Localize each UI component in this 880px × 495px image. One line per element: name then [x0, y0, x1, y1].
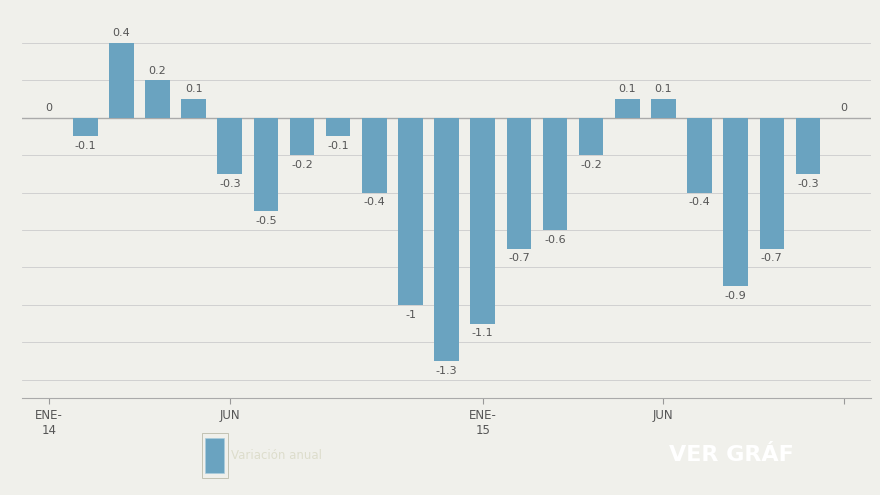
Text: 0.4: 0.4 — [113, 28, 130, 38]
Text: -0.5: -0.5 — [255, 216, 276, 226]
Bar — [253, 118, 278, 211]
Bar — [651, 99, 676, 118]
Bar — [615, 99, 640, 118]
Text: -0.2: -0.2 — [580, 160, 602, 170]
Text: -1.3: -1.3 — [436, 366, 458, 376]
Text: 0.2: 0.2 — [149, 66, 166, 76]
Bar — [290, 118, 314, 155]
Bar — [202, 433, 228, 478]
Bar — [579, 118, 604, 155]
Text: -1.1: -1.1 — [472, 328, 494, 338]
Bar — [435, 118, 458, 361]
Bar — [796, 118, 820, 174]
Bar — [362, 118, 386, 193]
Text: 0.1: 0.1 — [655, 84, 672, 95]
Bar — [109, 43, 134, 118]
Text: -0.9: -0.9 — [725, 291, 746, 301]
Text: -0.4: -0.4 — [689, 198, 710, 207]
Text: Variación anual: Variación anual — [231, 449, 321, 462]
Bar — [723, 118, 748, 286]
Bar — [326, 118, 350, 137]
Bar — [181, 99, 206, 118]
Text: VER GRÁF: VER GRÁF — [669, 446, 794, 465]
Bar — [759, 118, 784, 249]
Text: -0.3: -0.3 — [219, 179, 240, 189]
Bar — [507, 118, 532, 249]
Text: -0.4: -0.4 — [363, 198, 385, 207]
Text: -1: -1 — [405, 309, 416, 320]
Bar — [471, 118, 495, 324]
Text: 0.1: 0.1 — [185, 84, 202, 95]
Bar — [398, 118, 422, 305]
Bar — [217, 118, 242, 174]
Bar — [205, 438, 224, 473]
Text: -0.7: -0.7 — [761, 253, 782, 263]
Text: -0.2: -0.2 — [291, 160, 313, 170]
Text: 0: 0 — [840, 103, 847, 113]
Text: -0.1: -0.1 — [75, 141, 96, 151]
Text: 0.1: 0.1 — [619, 84, 636, 95]
Text: -0.1: -0.1 — [327, 141, 349, 151]
Text: -0.6: -0.6 — [544, 235, 566, 245]
Bar — [145, 80, 170, 118]
Text: -0.7: -0.7 — [508, 253, 530, 263]
Text: 0: 0 — [46, 103, 53, 113]
Bar — [543, 118, 568, 230]
Bar — [73, 118, 98, 137]
Bar — [687, 118, 712, 193]
Text: -0.3: -0.3 — [797, 179, 818, 189]
